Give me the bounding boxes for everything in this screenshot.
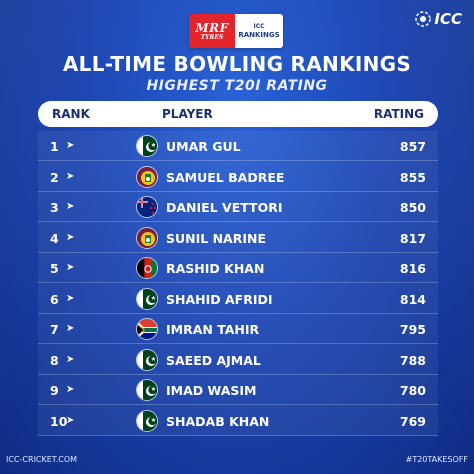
page-title: ALL-TIME BOWLING RANKINGS (62, 52, 412, 76)
row-rating: 855 (399, 169, 426, 185)
pakistan-flag-icon (136, 287, 158, 310)
arrow-right-icon: ➤ (66, 414, 75, 426)
row-player: SAMUEL BADREE (166, 169, 285, 185)
footer-hashtag: #T20TAKESOFF (405, 455, 468, 464)
table-row: 10 ➤ SHADAB KHAN 769 (38, 406, 438, 436)
pakistan-flag-icon (136, 379, 158, 401)
row-player: SHAHID AFRIDI (166, 291, 273, 307)
pakistan-flag-icon (136, 135, 158, 157)
row-rating: 817 (399, 230, 426, 246)
table-row: 2 ➤ SAMUEL BADREE 855 (38, 162, 438, 192)
rankings-table: 1 ➤ UMAR GUL 857 2 ➤ SAMUEL BADREE 855 3 ➤ DANIEL … (38, 131, 438, 436)
row-rating: 814 (399, 291, 426, 307)
row-rating: 816 (399, 261, 426, 276)
row-rating: 769 (399, 413, 426, 429)
table-row: 5 ➤ RASHID KHAN 816 (38, 253, 438, 283)
row-player: IMRAN TAHIR (166, 322, 260, 337)
row-rank: 3 (50, 200, 59, 215)
row-player: SUNIL NARINE (166, 230, 266, 246)
icc-logo-text: ICC (434, 10, 462, 28)
row-rank: 5 (50, 261, 59, 276)
arrow-right-icon: ➤ (66, 292, 75, 304)
west-indies-flag-icon (136, 226, 158, 249)
sponsor-logo: MRF TYRES ICC RANKINGS (189, 14, 283, 48)
page-subtitle: HIGHEST T20I RATING (146, 78, 328, 94)
header-player: PLAYER (162, 107, 213, 121)
row-rank: 4 (50, 230, 59, 246)
arrow-right-icon: ➤ (66, 323, 75, 334)
row-player: UMAR GUL (166, 139, 241, 154)
icc-logo: ICC (415, 8, 462, 30)
icc-swirl-icon (415, 11, 432, 27)
row-rating: 788 (399, 352, 426, 368)
icc-rankings-logo: ICC RANKINGS (235, 14, 283, 48)
row-rating: 780 (399, 383, 426, 398)
pakistan-flag-icon (136, 348, 158, 371)
arrow-right-icon: ➤ (66, 140, 75, 151)
table-row: 9 ➤ IMAD WASIM 780 (38, 375, 438, 405)
row-rank: 8 (50, 352, 59, 368)
south-africa-flag-icon (136, 318, 158, 340)
arrow-right-icon: ➤ (66, 170, 75, 182)
header-rank: RANK (52, 107, 90, 121)
arrow-right-icon: ➤ (66, 353, 75, 365)
arrow-right-icon: ➤ (66, 201, 75, 212)
pakistan-flag-icon (136, 409, 158, 432)
table-row: 8 ➤ SAEED AJMAL 788 (38, 345, 438, 375)
table-row: 1 ➤ UMAR GUL 857 (38, 131, 438, 161)
table-row: 7 ➤ IMRAN TAHIR 795 (38, 314, 438, 344)
new-zealand-flag-icon (136, 196, 158, 218)
row-player: SAEED AJMAL (166, 352, 261, 368)
table-row: 3 ➤ DANIEL VETTORI 850 (38, 192, 438, 222)
row-rating: 850 (399, 200, 426, 215)
arrow-right-icon: ➤ (66, 384, 75, 395)
row-player: RASHID KHAN (166, 261, 265, 276)
mrf-tyres-logo: MRF TYRES (189, 14, 235, 48)
row-rank: 2 (50, 169, 59, 185)
afghanistan-flag-icon (136, 257, 158, 279)
table-row: 6 ➤ SHAHID AFRIDI 814 (38, 284, 438, 314)
header-rating: RATING (373, 107, 424, 121)
row-player: SHADAB KHAN (166, 413, 270, 429)
table-row: 4 ➤ SUNIL NARINE 817 (38, 223, 438, 253)
row-rank: 6 (50, 291, 59, 307)
arrow-right-icon: ➤ (66, 231, 75, 243)
row-rank: 7 (50, 322, 59, 337)
arrow-right-icon: ➤ (66, 262, 75, 273)
west-indies-flag-icon (136, 165, 158, 188)
row-player: IMAD WASIM (166, 383, 257, 398)
row-rank: 10 (50, 413, 68, 429)
row-rank: 1 (50, 139, 59, 154)
row-rank: 9 (50, 383, 59, 398)
row-rating: 795 (399, 322, 426, 337)
row-player: DANIEL VETTORI (166, 200, 283, 215)
footer-website: ICC-CRICKET.COM (6, 455, 78, 464)
row-rating: 857 (399, 139, 426, 154)
table-header: RANK PLAYER RATING (38, 101, 438, 127)
